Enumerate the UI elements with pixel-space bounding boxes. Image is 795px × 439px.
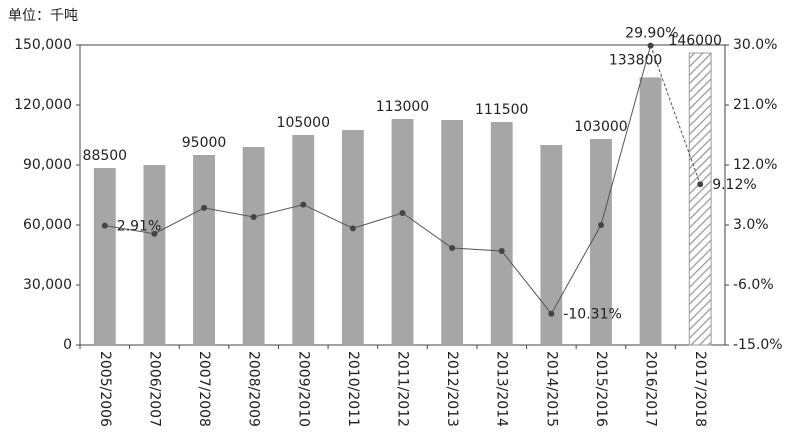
- bar-value-label: 146000: [668, 33, 721, 49]
- bar: [93, 168, 116, 345]
- x-tick-label: 2017/2018: [692, 351, 708, 427]
- x-tick-label: 2015/2016: [593, 351, 609, 427]
- bar-value-label: 133800: [609, 52, 662, 68]
- y2-tick-label: 21.0%: [733, 97, 777, 113]
- bar-value-label: 111500: [475, 102, 528, 118]
- line-marker: [250, 214, 257, 220]
- bar: [292, 135, 315, 345]
- bar: [242, 147, 265, 345]
- bar: [490, 122, 513, 345]
- y2-tick-label: 30.0%: [733, 37, 777, 53]
- line-value-label: 2.91%: [117, 219, 161, 235]
- bar-value-label: 95000: [182, 135, 227, 151]
- line-marker: [300, 201, 307, 208]
- bar: [143, 165, 166, 345]
- bar: [540, 145, 563, 345]
- line-marker: [697, 181, 704, 188]
- line-marker: [399, 210, 406, 216]
- line-marker: [349, 225, 356, 232]
- bar: [688, 52, 712, 346]
- bar-value-label: 105000: [277, 115, 330, 131]
- x-tick-label: 2005/2006: [97, 351, 113, 427]
- x-tick-label: 2010/2011: [345, 351, 361, 427]
- y-tick-label: 120,000: [14, 97, 72, 113]
- line-marker: [201, 204, 208, 211]
- projected-line: [650, 45, 701, 185]
- y-tick-label: 60,000: [23, 217, 72, 233]
- x-tick-label: 2013/2014: [494, 351, 510, 427]
- x-tick-label: 2011/2012: [395, 351, 411, 427]
- x-tick-label: 2012/2013: [444, 351, 460, 427]
- x-tick-label: 2009/2010: [295, 351, 311, 427]
- line-marker: [101, 222, 108, 229]
- bar: [639, 77, 662, 346]
- bar: [590, 139, 612, 345]
- line-marker: [647, 42, 654, 49]
- bar-value-label: 103000: [574, 119, 627, 135]
- line-value-label: 29.90%: [625, 26, 678, 42]
- bar-value-label: 113000: [376, 99, 429, 115]
- x-tick-label: 2007/2008: [196, 351, 212, 427]
- y-tick-label: 90,000: [23, 157, 72, 173]
- y2-tick-label: -6.0%: [733, 277, 774, 293]
- bar: [193, 155, 215, 345]
- x-tick-label: 2016/2017: [643, 351, 659, 427]
- y2-tick-label: -15.0%: [733, 337, 783, 353]
- line: [104, 45, 652, 315]
- y2-tick-label: 12.0%: [733, 157, 777, 173]
- bar: [441, 120, 464, 345]
- line-marker: [548, 310, 555, 317]
- line-marker: [597, 222, 604, 228]
- line-value-label: -10.31%: [563, 307, 621, 323]
- y-tick-label: 0: [63, 337, 72, 353]
- bar: [391, 119, 414, 345]
- y-tick-label: 150,000: [14, 37, 72, 53]
- bar: [341, 130, 364, 345]
- line-marker: [498, 248, 505, 254]
- bar-value-label: 88500: [83, 148, 128, 164]
- y-tick-label: 30,000: [23, 277, 72, 293]
- chart-title: 单位：千吨: [8, 8, 78, 24]
- x-tick-label: 2014/2015: [543, 351, 559, 427]
- line-marker: [449, 245, 456, 251]
- line-marker: [151, 230, 158, 237]
- x-tick-label: 2006/2007: [146, 351, 162, 427]
- line-value-label: 9.12%: [712, 177, 756, 193]
- y2-tick-label: 3.0%: [733, 217, 769, 233]
- x-tick-label: 2008/2009: [246, 351, 262, 427]
